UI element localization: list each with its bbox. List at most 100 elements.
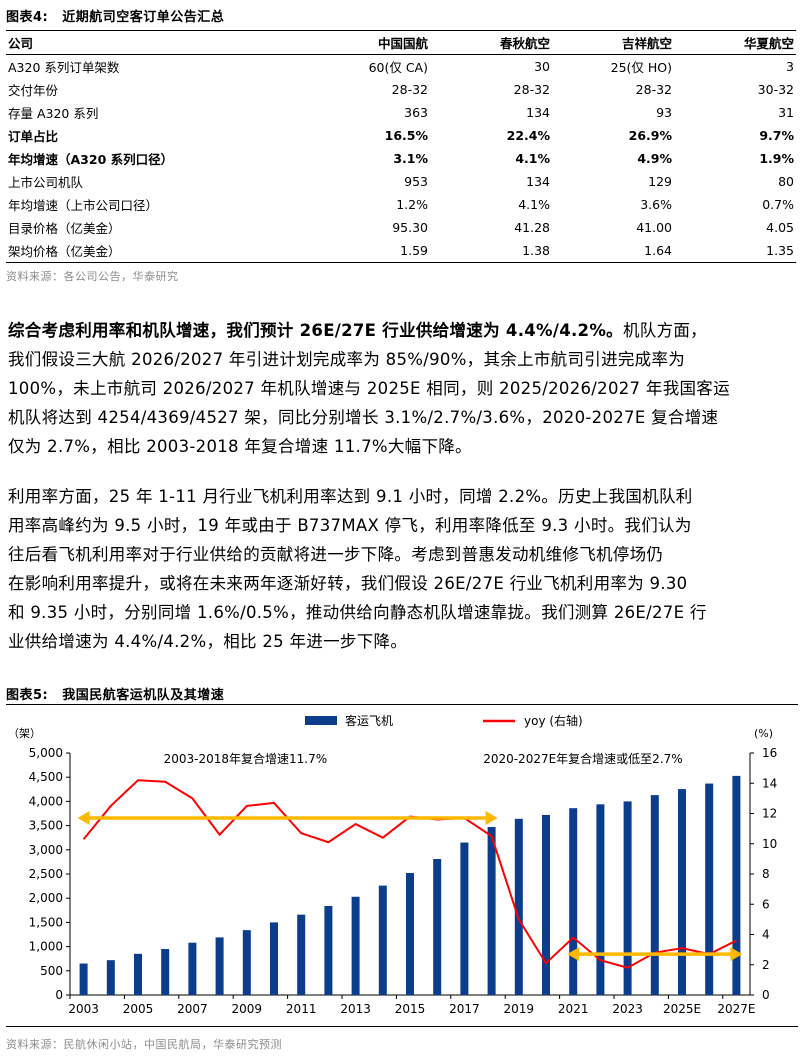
bar-2003: [79, 963, 88, 995]
y-tick-label-left: 4,500: [29, 770, 63, 784]
bar-2022: [596, 804, 605, 995]
legend-bar-swatch: [305, 716, 337, 725]
row-value: 3.1%: [393, 151, 428, 166]
paragraph-utilization: 利用率方面，25 年 1-11 月行业飞机利用率达到 9.1 小时，同增 2.2…: [8, 482, 798, 656]
header-company: 公司: [6, 30, 278, 55]
bar-2024: [650, 795, 659, 995]
row-value: 1.9%: [759, 151, 794, 166]
y-tick-label-right: 6: [762, 897, 770, 911]
para1-line4: 机队将达到 4254/4369/4527 架，同比分别增长 3.1%/2.7%/…: [8, 408, 719, 427]
bar-2026E: [705, 783, 714, 995]
bar-2011: [297, 914, 306, 995]
para1-line1-rest: 机队方面，: [622, 321, 707, 340]
table-row: 交付年份 28-32 28-32 28-32 30-32: [6, 78, 796, 101]
row-value: 26.9%: [628, 128, 672, 143]
y-tick-label-left: 500: [40, 964, 63, 978]
para1-line2: 我们假设三大航 2026/2027 年引进计划完成率为 85%/90%，其余上市…: [8, 350, 686, 369]
x-tick-label: 2015: [395, 1002, 426, 1016]
para1-highlight: 综合考虑利用率和机队增速，我们预计 26E/27E 行业供给增速为 4.4%/4…: [8, 321, 623, 340]
bar-2025E: [678, 789, 686, 995]
bar-2007: [188, 942, 197, 995]
row-value: 93: [656, 105, 672, 120]
row-value: 25(仅 HO): [610, 60, 672, 75]
y-tick-label-left: 5,000: [29, 746, 63, 760]
row-label: 年均增速（A320 系列口径）: [8, 152, 174, 167]
y-tick-label-right: 8: [762, 867, 770, 881]
x-tick-label: 2007: [177, 1002, 208, 1016]
para2-line1: 利用率方面，25 年 1-11 月行业飞机利用率达到 9.1 小时，同增 2.2…: [8, 487, 693, 506]
row-value: 16.5%: [384, 128, 428, 143]
row-value: 30-32: [757, 82, 794, 97]
table-row: 目录价格（亿美金） 95.30 41.28 41.00 4.05: [6, 216, 796, 239]
x-tick-label: 2021: [558, 1002, 589, 1016]
para2-line6: 业供给增速为 4.4%/4.2%，相比 25 年进一步下降。: [8, 632, 408, 651]
paragraph-supply: 综合考虑利用率和机队增速，我们预计 26E/27E 行业供给增速为 4.4%/4…: [8, 316, 798, 461]
legend-bar-label: 客运飞机: [345, 713, 393, 728]
row-value: 1.64: [552, 239, 674, 263]
row-value: 41.00: [636, 220, 672, 235]
para2-line5: 和 9.35 小时，分别同增 1.6%/0.5%，推动供给向静态机队增速靠拢。我…: [8, 603, 707, 622]
row-value: 953: [404, 174, 428, 189]
row-value: 28-32: [513, 82, 550, 97]
y-tick-label-left: 2,000: [29, 891, 63, 905]
y-tick-label-left: 1,000: [29, 940, 63, 954]
table-row: 架均价格（亿美金） 1.59 1.38 1.64 1.35: [6, 239, 796, 263]
table-header-row: 公司 中国国航 春秋航空 吉祥航空 华夏航空: [6, 30, 796, 55]
bar-2027E: [732, 775, 741, 995]
bar-2015: [406, 873, 414, 995]
bar-2006: [161, 949, 170, 995]
table-title-number: 图表4:: [6, 10, 49, 25]
row-value: 1.38: [430, 239, 552, 263]
para2-line2: 用率高峰约为 9.5 小时，19 年或由于 B737MAX 停飞，利用率降低至 …: [8, 516, 692, 535]
y-axis-left-label: （架）: [8, 727, 41, 740]
x-tick-label: 2019: [504, 1002, 535, 1016]
bar-2016: [433, 858, 442, 995]
x-tick-label: 2003: [68, 1002, 99, 1016]
para1-line3: 100%，未上市航司 2026/2027 年机队增速与 2025E 相同，则 2…: [8, 379, 730, 398]
bar-2020: [542, 814, 550, 995]
bar-2009: [242, 930, 251, 995]
row-label: 上市公司机队: [8, 175, 84, 190]
row-value: 60(仅 CA): [368, 60, 428, 75]
y-tick-label-right: 12: [762, 807, 777, 821]
chart-source: 资料来源：民航休闲小站，中国民航局，华泰研究预测: [6, 1038, 282, 1051]
row-value: 30: [534, 59, 550, 74]
row-value: 9.7%: [759, 128, 794, 143]
table-row: 年均增速（上市公司口径） 1.2% 4.1% 3.6% 0.7%: [6, 193, 796, 216]
chart-top-rule: [6, 704, 798, 705]
bar-2004: [106, 960, 115, 995]
row-value: 3.6%: [640, 197, 672, 212]
row-value: 28-32: [391, 82, 428, 97]
bar-2023: [623, 801, 632, 995]
y-tick-label-right: 10: [762, 837, 777, 851]
fleet-chart: 0 500 1,000 1,500 2,000 2,500 3,000 3,500 4,000 4…: [8, 713, 777, 1016]
row-value: 134: [526, 105, 550, 120]
y-axis-right-label: (%): [754, 727, 773, 740]
table-source: 资料来源：各公司公告，华泰研究: [6, 270, 179, 283]
table-row: 存量 A320 系列 363 134 93 31: [6, 101, 796, 124]
row-value: 0.7%: [762, 197, 794, 212]
chart-title-number: 图表5:: [6, 688, 49, 703]
chart-bottom-rule: [6, 1026, 798, 1027]
header-spring: 春秋航空: [430, 30, 552, 55]
y-tick-label-right: 2: [762, 958, 770, 972]
row-label: 存量 A320 系列: [8, 106, 99, 121]
bar-2013: [351, 896, 360, 995]
row-value: 134: [526, 174, 550, 189]
bar-2017: [460, 842, 469, 995]
row-value: 1.35: [674, 239, 796, 263]
row-label: 年均增速（上市公司口径）: [8, 198, 159, 213]
table-row: 上市公司机队 953 134 129 80: [6, 170, 796, 193]
para2-line3: 往后看飞机利用率对于行业供给的贡献将进一步下降。考虑到普惠发动机维修飞机停场仍: [8, 545, 664, 564]
row-value: 4.05: [766, 220, 794, 235]
row-value: 41.28: [514, 220, 550, 235]
y-tick-label-left: 4,000: [29, 794, 63, 808]
y-tick-label-left: 3,000: [29, 843, 63, 857]
bar-2012: [324, 905, 333, 995]
row-value: 4.9%: [637, 151, 672, 166]
x-tick-label: 2017: [449, 1002, 480, 1016]
x-tick-label: 2025E: [663, 1002, 701, 1016]
orders-table: 公司 中国国航 春秋航空 吉祥航空 华夏航空 A320 系列订单架数 60(仅 C…: [6, 30, 796, 263]
row-value: 1.2%: [396, 197, 428, 212]
x-tick-label: 2013: [340, 1002, 371, 1016]
